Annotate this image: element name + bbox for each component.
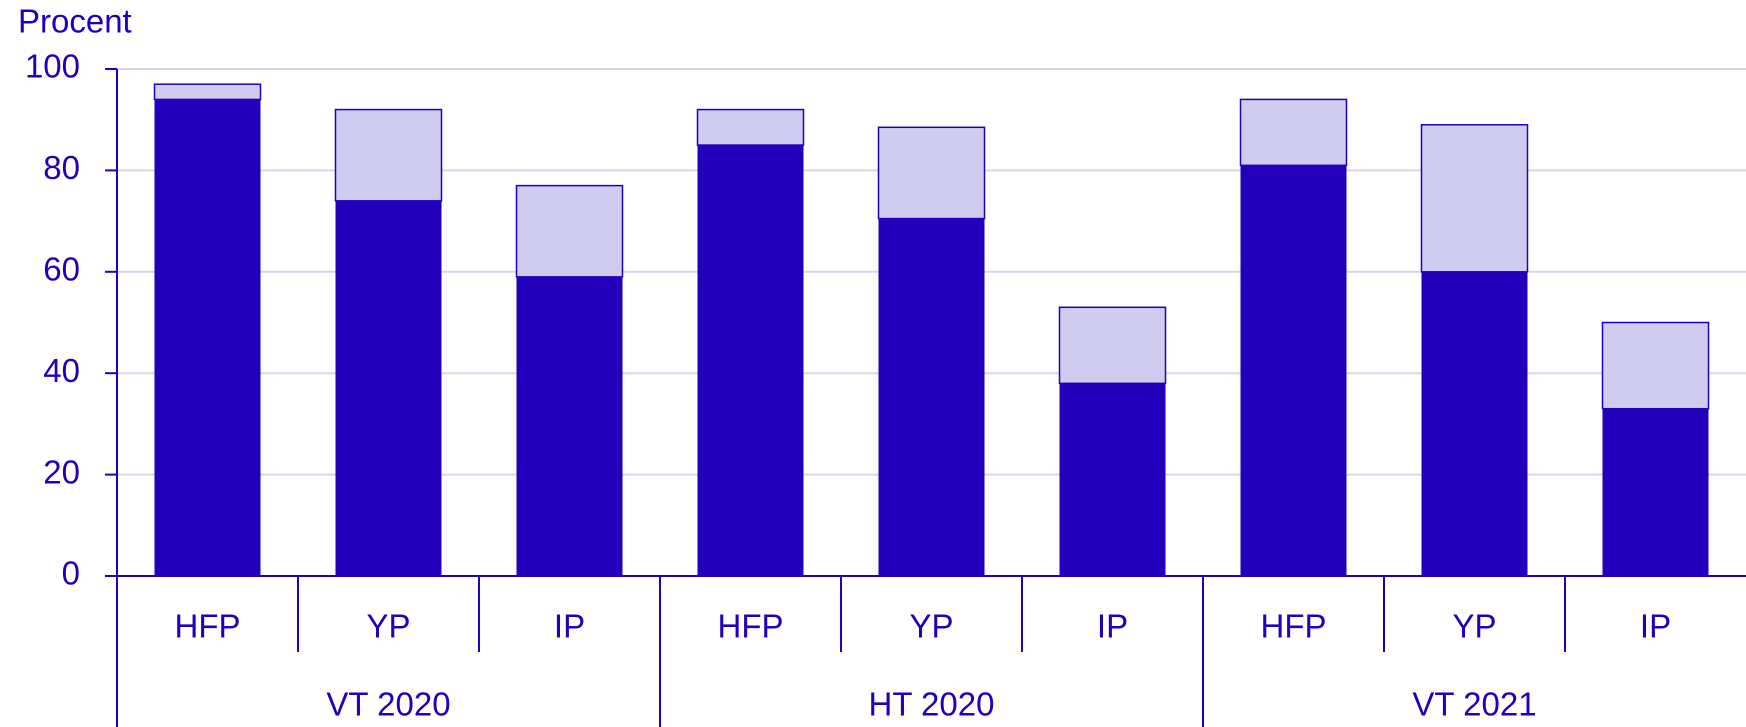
group-label: VT 2020: [326, 686, 450, 723]
x-tick-label: IP: [554, 608, 585, 645]
group-label: VT 2021: [1412, 686, 1536, 723]
bar-segment: [334, 108, 443, 202]
bar-segment: [515, 184, 624, 278]
x-tick-label: HFP: [175, 608, 241, 645]
x-tick-label: YP: [1452, 608, 1496, 645]
bar-segment: [1240, 165, 1347, 576]
bar-segment: [878, 218, 985, 576]
bar-segment: [1602, 408, 1709, 576]
y-tick-label: 80: [43, 149, 80, 186]
y-tick-label: 60: [43, 251, 80, 288]
y-tick-label: 40: [43, 352, 80, 389]
x-tick-label: HFP: [718, 608, 784, 645]
x-tick-label: IP: [1097, 608, 1128, 645]
bar-segment: [1058, 306, 1167, 385]
bar-segment: [154, 99, 261, 577]
x-tick-label: HFP: [1261, 608, 1327, 645]
y-tick-label: 20: [43, 453, 80, 490]
x-tick-label: IP: [1640, 608, 1671, 645]
bar-segment: [335, 200, 442, 576]
y-tick-label: 0: [62, 555, 80, 592]
bar-segment: [877, 126, 986, 220]
bar-segment: [516, 276, 623, 576]
x-tick-label: YP: [909, 608, 953, 645]
bar-segment: [153, 83, 262, 101]
y-tick-label: 100: [25, 48, 80, 85]
bar-segment: [1601, 321, 1710, 410]
bar-segment: [1421, 271, 1528, 576]
x-tick-label: YP: [366, 608, 410, 645]
y-axis-label: Procent: [18, 3, 132, 40]
bar-segment: [1420, 124, 1529, 273]
bar-segment: [696, 108, 805, 146]
bar-segment: [697, 145, 804, 577]
bar-segment: [1239, 98, 1348, 167]
bar-segment: [1059, 383, 1166, 576]
group-label: HT 2020: [869, 686, 995, 723]
